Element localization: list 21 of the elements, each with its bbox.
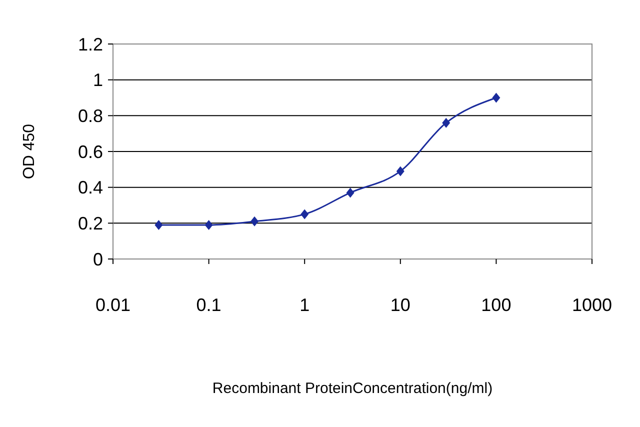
point xyxy=(346,188,354,198)
y-tick-label: 0.4 xyxy=(78,178,103,198)
point xyxy=(250,216,259,226)
y-tick-label: 0.2 xyxy=(78,213,103,234)
point xyxy=(300,209,309,220)
point xyxy=(396,166,404,176)
point xyxy=(154,220,163,230)
x-tick-label: 10 xyxy=(390,295,410,315)
y-tick-label: 0.8 xyxy=(78,106,103,126)
x-tick-label: 1000 xyxy=(572,295,612,315)
x-axis-title: Recombinant ProteinConcentration(ng/ml) xyxy=(212,380,493,397)
x-tick-label: 0.1 xyxy=(196,295,222,315)
y-axis-title: OD 450 xyxy=(21,124,38,180)
x-tick-label: 100 xyxy=(481,295,512,315)
point xyxy=(492,92,500,103)
y-tick-label: 1 xyxy=(92,70,103,90)
y-tick-label: 0.6 xyxy=(78,142,103,162)
y-tick-label: 0 xyxy=(92,249,103,270)
y-tick-label: 1.2 xyxy=(78,34,103,54)
x-tick-label: 0.01 xyxy=(95,295,131,315)
x-tick-label: 1 xyxy=(300,295,310,315)
